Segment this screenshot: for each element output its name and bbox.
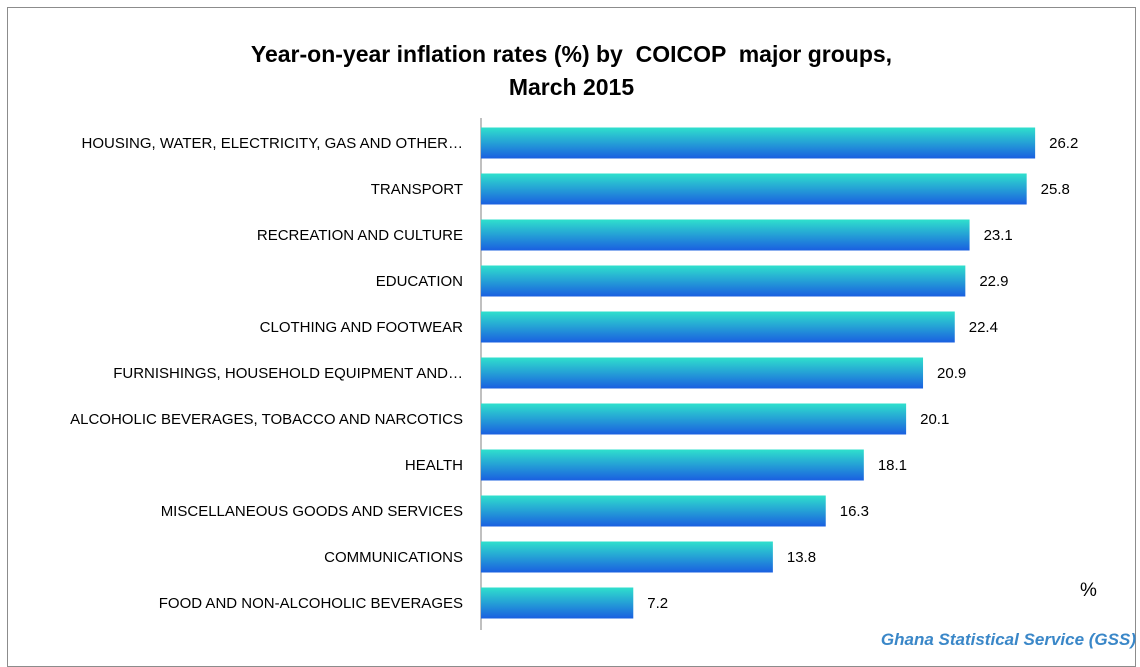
category-label: HOUSING, WATER, ELECTRICITY, GAS AND OTH…: [82, 135, 463, 152]
value-label: 26.2: [1049, 135, 1078, 152]
category-label: ALCOHOLIC BEVERAGES, TOBACCO AND NARCOTI…: [70, 411, 463, 428]
bar: [481, 587, 634, 619]
bar: [481, 357, 924, 389]
bar: [481, 265, 966, 297]
category-label: MISCELLANEOUS GOODS AND SERVICES: [161, 503, 463, 520]
value-label: 22.9: [979, 273, 1008, 290]
source-label: Ghana Statistical Service (GSS): [880, 630, 1136, 649]
value-label: 18.1: [878, 457, 907, 474]
category-label: FURNISHINGS, HOUSEHOLD EQUIPMENT AND…: [113, 365, 463, 382]
value-label: 7.2: [647, 595, 668, 612]
bar: [481, 495, 826, 527]
bar: [481, 403, 907, 435]
category-label: RECREATION AND CULTURE: [257, 227, 463, 244]
value-label: 13.8: [787, 549, 816, 566]
category-label: HEALTH: [405, 457, 463, 474]
bar: [481, 127, 1036, 159]
category-label: TRANSPORT: [371, 181, 463, 198]
category-label: COMMUNICATIONS: [324, 549, 463, 566]
chart-title: Year-on-year inflation rates (%) by COIC…: [7, 38, 1136, 104]
bar: [481, 449, 864, 481]
value-label: 20.9: [937, 365, 966, 382]
unit-label: %: [1080, 580, 1097, 601]
category-label: EDUCATION: [376, 273, 463, 290]
value-label: 20.1: [920, 411, 949, 428]
bar: [481, 173, 1027, 205]
value-label: 22.4: [969, 319, 998, 336]
value-label: 25.8: [1041, 181, 1070, 198]
bar: [481, 311, 955, 343]
chart-title-line2: March 2015: [508, 74, 635, 100]
chart-title-line1: Year-on-year inflation rates (%) by COIC…: [250, 41, 893, 67]
value-label: 23.1: [984, 227, 1013, 244]
category-label: CLOTHING AND FOOTWEAR: [260, 319, 464, 336]
bar: [481, 541, 773, 573]
bar: [481, 219, 970, 251]
value-label: 16.3: [840, 503, 869, 520]
category-label: FOOD AND NON-ALCOHOLIC BEVERAGES: [159, 595, 463, 612]
